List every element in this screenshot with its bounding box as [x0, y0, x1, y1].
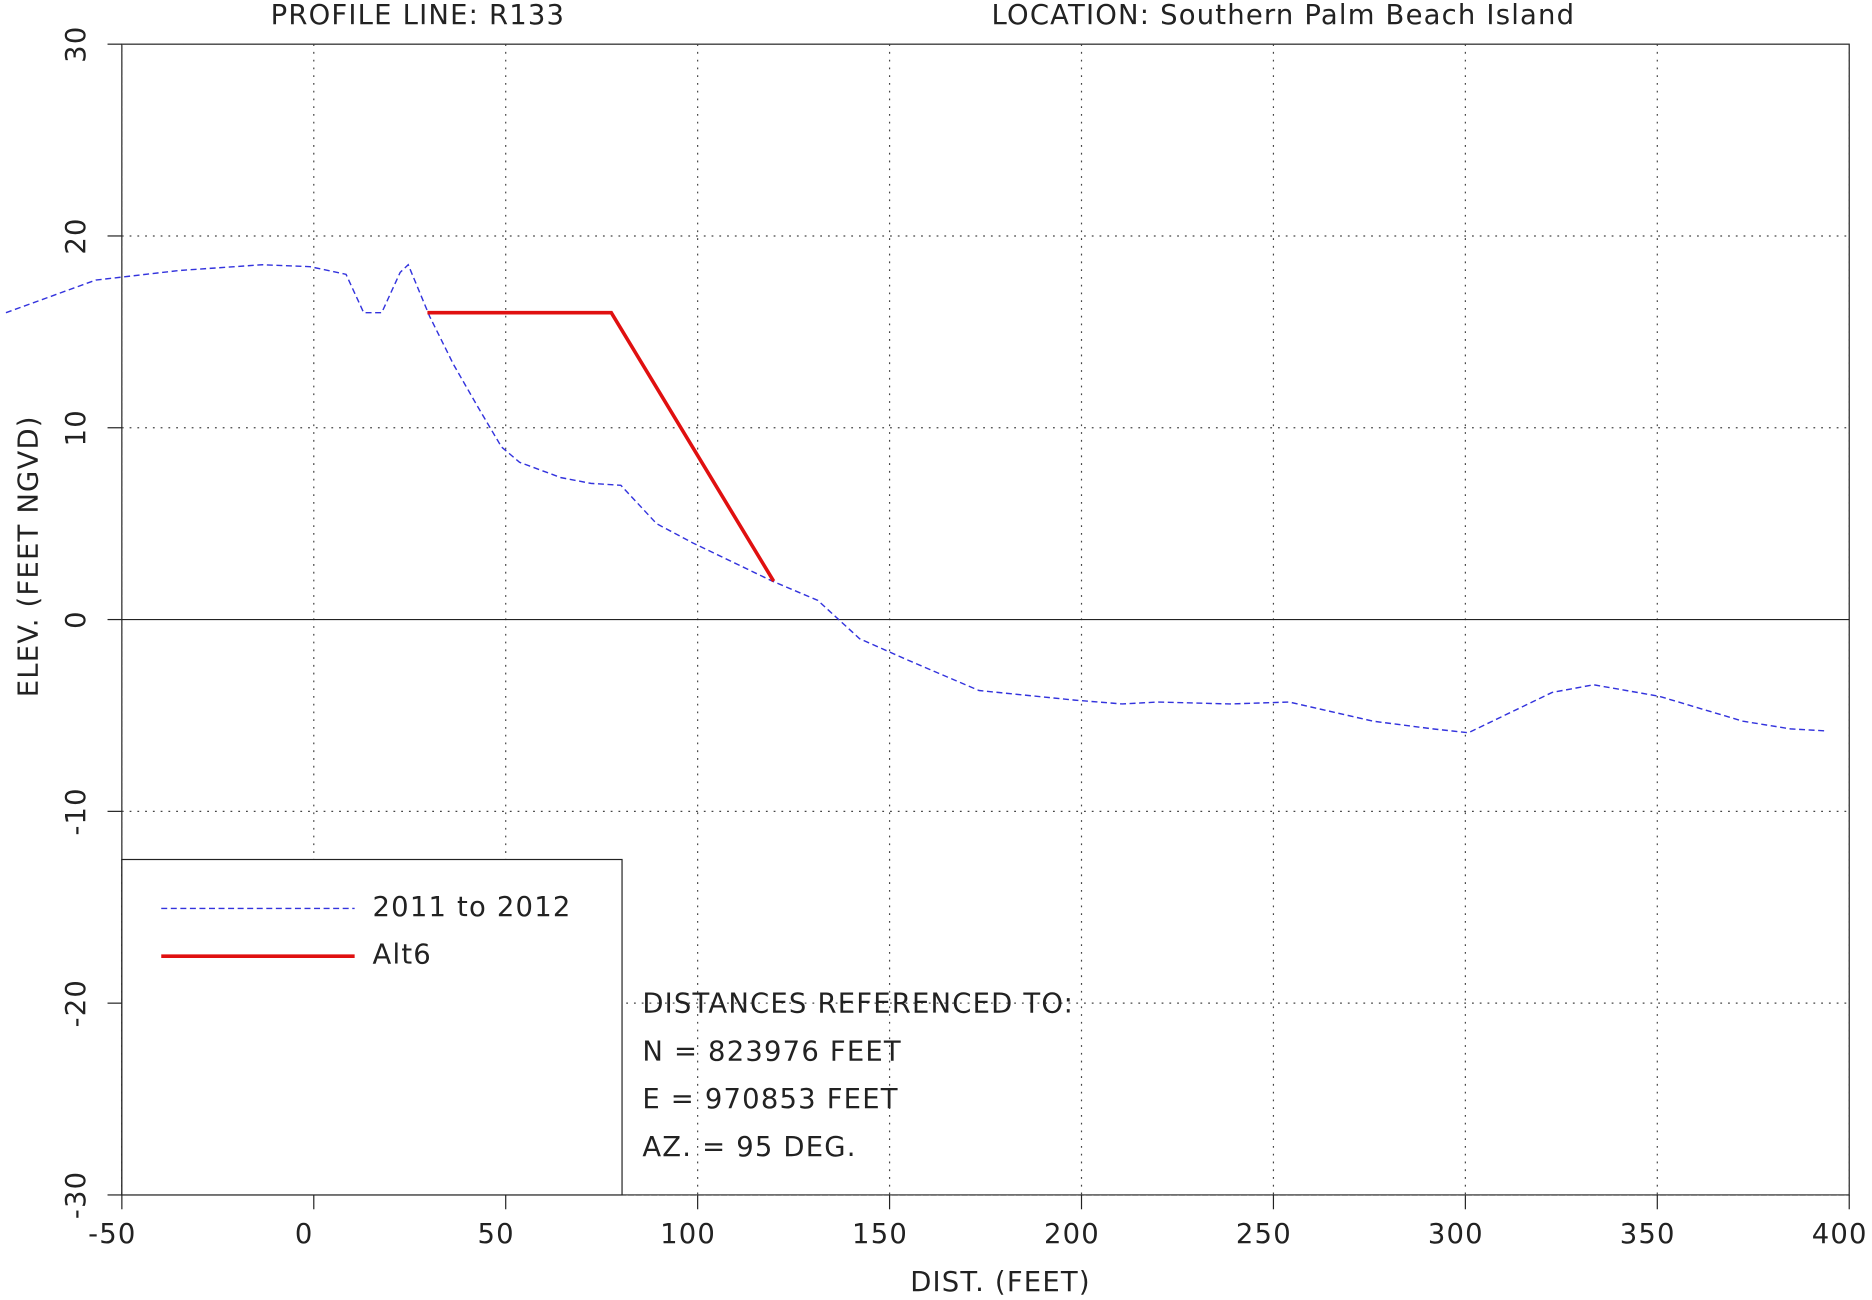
x-tick-label: 50: [478, 1219, 515, 1250]
x-tick-label: 0: [295, 1219, 314, 1250]
annotation: E = 970853 FEET: [642, 1084, 898, 1115]
x-tick-label: -50: [88, 1219, 136, 1250]
x-tick-label: 200: [1044, 1219, 1100, 1250]
x-tick-label: 400: [1812, 1219, 1868, 1250]
y-tick-label: 30: [61, 26, 92, 63]
x-tick-label: 100: [660, 1219, 716, 1250]
y-tick-label: -30: [61, 1171, 92, 1219]
x-tick-label: 250: [1236, 1219, 1292, 1250]
annotation: DISTANCES REFERENCED TO:: [642, 989, 1074, 1020]
data-line: [5, 263, 1825, 734]
y-tick-label: 10: [61, 409, 92, 446]
x-tick-label: 350: [1620, 1219, 1676, 1250]
data-line: [427, 310, 776, 583]
y-axis-label: ELEV. (FEET NGVD): [13, 415, 44, 697]
x-tick-label: 300: [1428, 1219, 1484, 1250]
x-tick-label: 150: [852, 1219, 908, 1250]
chart-title: PROFILE LINE: R133: [271, 0, 566, 31]
chart-subtitle: LOCATION: Southern Palm Beach Island: [992, 0, 1576, 31]
legend-label: Alt6: [373, 940, 432, 971]
y-tick-label: -20: [61, 979, 92, 1027]
annotation: N = 823976 FEET: [642, 1036, 902, 1067]
y-tick-label: 0: [61, 610, 92, 629]
legend-label: 2011 to 2012: [373, 892, 572, 923]
annotation: AZ. = 95 DEG.: [642, 1132, 856, 1163]
y-tick-label: 20: [61, 217, 92, 254]
y-tick-label: -10: [61, 787, 92, 835]
x-axis-label: DIST. (FEET): [910, 1267, 1091, 1298]
legend-box: [121, 858, 623, 1196]
